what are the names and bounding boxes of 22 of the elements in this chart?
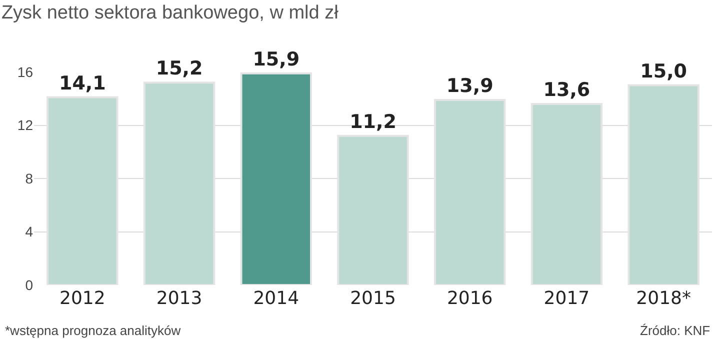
y-tick-label: 16 xyxy=(17,64,34,80)
y-tick-label: 0 xyxy=(25,276,34,293)
x-tick-label: 2014 xyxy=(253,288,300,309)
x-tick-label: 2018* xyxy=(636,288,691,309)
text: *wstępna prognoza analityków xyxy=(5,323,182,338)
x-tick-label: 2012 xyxy=(60,288,106,309)
data-label: 15,0 xyxy=(640,60,688,82)
data-label: 14,1 xyxy=(58,72,106,94)
data-label: 15,2 xyxy=(156,58,203,80)
data-label: 13,9 xyxy=(446,74,494,97)
y-tick-label: 12 xyxy=(17,117,34,134)
x-tick-label: 2016 xyxy=(446,288,493,309)
y-tick-label: 4 xyxy=(25,224,34,240)
x-tick-label: 2015 xyxy=(350,288,396,309)
x-tick-label: 2013 xyxy=(156,288,202,309)
y-tick-label: 8 xyxy=(25,170,34,186)
x-tick-label: 2017 xyxy=(544,288,590,309)
data-label: 11,2 xyxy=(350,110,396,133)
text: Źródło: KNF xyxy=(640,323,710,338)
data-label: 13,6 xyxy=(543,78,590,101)
data-label: 15,9 xyxy=(252,48,300,70)
chart-title: Zysk netto sektora bankowego, w mld zł xyxy=(1,2,340,24)
